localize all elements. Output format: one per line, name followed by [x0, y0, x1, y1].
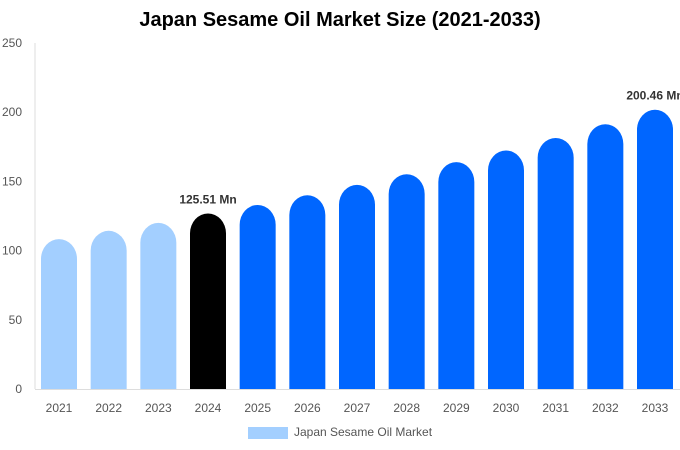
bar-2031	[537, 137, 574, 389]
chart-title: Japan Sesame Oil Market Size (2021-2033)	[139, 9, 541, 31]
legend[interactable]: Japan Sesame Oil Market	[0, 425, 680, 439]
legend-swatch	[247, 426, 288, 439]
y-tick-label: 0	[15, 382, 22, 396]
bar-2030	[488, 150, 524, 389]
bar-2022	[90, 230, 127, 389]
x-tick-label: 2029	[443, 401, 470, 415]
x-tick-label: 2024	[195, 401, 222, 415]
y-tick-label: 100	[2, 244, 22, 258]
data-label-2033: 200.46 Mn	[626, 89, 680, 103]
y-tick-label: 250	[2, 36, 22, 50]
bar-2033	[637, 109, 673, 389]
bar-2023	[140, 222, 177, 389]
x-tick-label: 2021	[46, 401, 73, 415]
bar-2021	[41, 239, 77, 389]
x-tick-label: 2027	[344, 401, 371, 415]
bar-2025	[239, 204, 276, 389]
y-tick-label: 150	[2, 174, 22, 188]
x-tick-label: 2031	[542, 401, 569, 415]
x-tick-label: 2025	[244, 401, 271, 415]
x-tick-label: 2023	[145, 401, 172, 415]
bar-2028	[388, 174, 425, 389]
x-tick-label: 2028	[393, 401, 420, 415]
y-tick-label: 200	[2, 105, 22, 119]
bar-2026	[289, 195, 326, 389]
bar-2024	[190, 213, 226, 389]
legend-label: Japan Sesame Oil Market	[293, 425, 433, 439]
x-tick-label: 2022	[95, 401, 122, 415]
bar-2027	[339, 184, 375, 389]
bar-2032	[587, 124, 624, 389]
x-tick-label: 2033	[642, 401, 669, 415]
data-label-2024: 125.51 Mn	[179, 192, 236, 206]
y-tick-label: 50	[9, 313, 23, 327]
bar-2029	[438, 162, 475, 389]
x-tick-label: 2030	[493, 401, 520, 415]
x-tick-label: 2032	[592, 401, 619, 415]
x-tick-label: 2026	[294, 401, 321, 415]
